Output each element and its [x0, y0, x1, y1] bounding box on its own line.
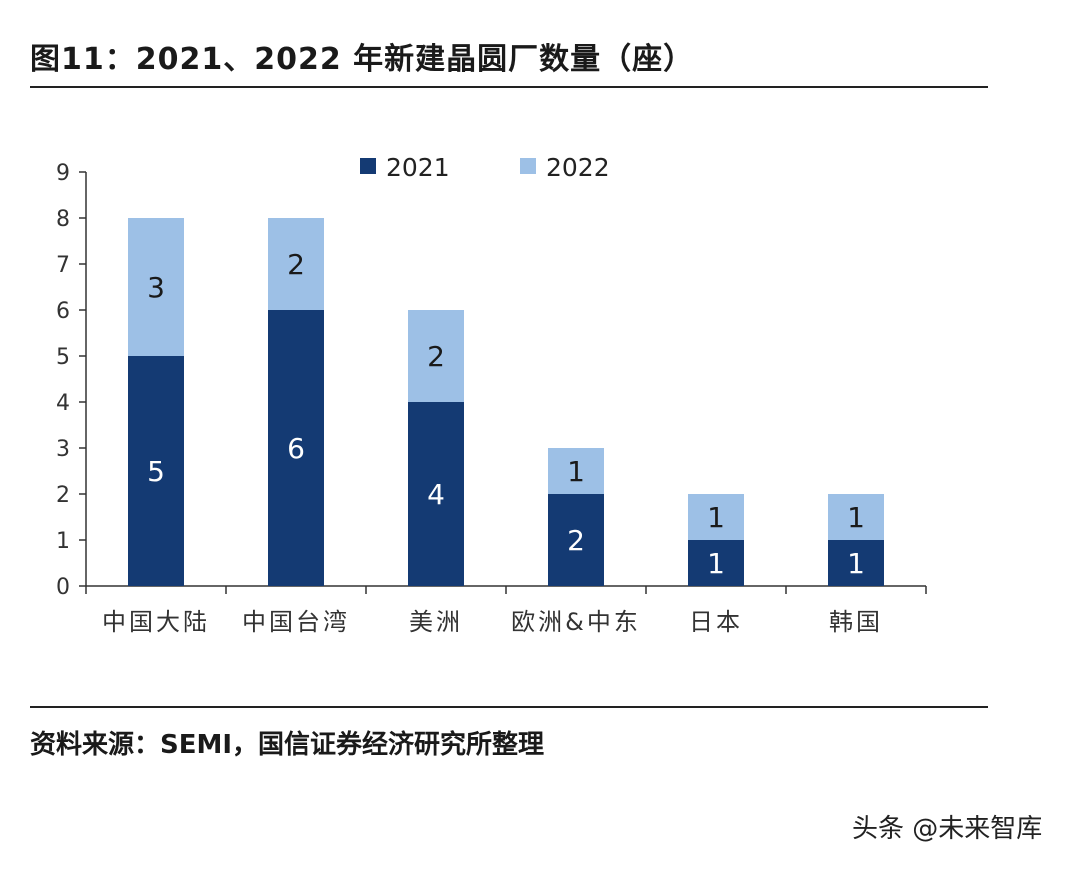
y-tick-label: 3 — [56, 437, 70, 462]
data-label-2022: 2 — [287, 248, 305, 281]
data-label-2022: 3 — [147, 271, 165, 304]
data-label-2021: 1 — [847, 547, 865, 580]
data-label-2021: 2 — [567, 524, 585, 557]
category-label: 欧洲&中东 — [511, 608, 641, 636]
y-tick-label: 4 — [56, 391, 70, 416]
bottom-divider — [30, 706, 988, 708]
data-label-2022: 2 — [427, 340, 445, 373]
y-tick-label: 6 — [56, 299, 70, 324]
bar-2021 — [408, 402, 464, 586]
data-label-2022: 1 — [567, 455, 585, 488]
category-label: 韩国 — [829, 608, 883, 636]
data-label-2022: 1 — [707, 501, 725, 534]
watermark-text: 头条 @未来智库 — [852, 814, 1043, 844]
source-note: 资料来源：SEMI，国信证券经济研究所整理 — [30, 730, 545, 760]
stacked-bar-chart: 0 1 2 3 4 5 6 7 8 9 5 3 中国大陆 6 2 中国台湾 4 2 美洲 2 1 欧洲&中东 1 1 日本 1 1 韩… — [56, 153, 927, 636]
bar-2021 — [828, 540, 884, 586]
watermark: 头条 @未来智库 — [852, 808, 1042, 845]
data-label-2021: 1 — [707, 547, 725, 580]
legend-swatch-2022 — [520, 158, 536, 174]
chart-title: 图11：2021、2022 年新建晶圆厂数量（座） — [30, 42, 695, 77]
bar-2021 — [268, 310, 324, 586]
data-label-2021: 5 — [147, 455, 165, 488]
bar-2022 — [128, 218, 184, 356]
y-tick-label: 2 — [56, 483, 70, 508]
top-divider — [30, 86, 988, 88]
bar-2021 — [688, 540, 744, 586]
data-label-2021: 6 — [287, 432, 305, 465]
y-tick-label: 0 — [56, 575, 70, 600]
category-label: 中国大陆 — [102, 608, 210, 636]
legend-label-2021: 2021 — [386, 153, 450, 182]
legend-swatch-2021 — [360, 158, 376, 174]
category-label: 中国台湾 — [242, 608, 350, 636]
data-label-2022: 1 — [847, 501, 865, 534]
legend-label-2022: 2022 — [546, 153, 610, 182]
bar-2022 — [408, 310, 464, 402]
y-tick-label: 7 — [56, 253, 70, 278]
y-tick-label: 1 — [56, 529, 70, 554]
bar-2022 — [268, 218, 324, 310]
bar-2021 — [128, 356, 184, 586]
bar-2022 — [828, 494, 884, 540]
category-label: 日本 — [689, 608, 743, 636]
y-tick-label: 9 — [56, 161, 70, 186]
category-label: 美洲 — [409, 608, 463, 636]
bar-2022 — [688, 494, 744, 540]
bar-2021 — [548, 494, 604, 586]
bar-2022 — [548, 448, 604, 494]
data-label-2021: 4 — [427, 478, 445, 511]
y-tick-label: 8 — [56, 207, 70, 232]
y-tick-label: 5 — [56, 345, 70, 370]
